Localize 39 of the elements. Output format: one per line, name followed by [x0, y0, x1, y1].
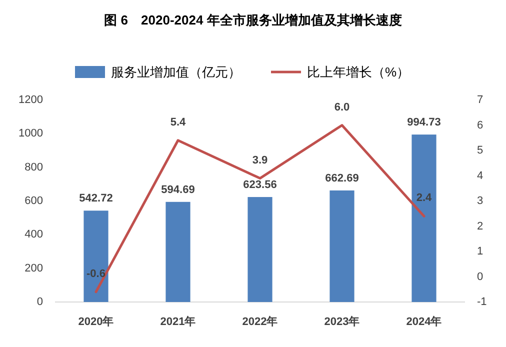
chart-title: 图 6 2020-2024 年全市服务业增加值及其增长速度	[104, 12, 402, 28]
data-label: 542.72	[79, 192, 113, 205]
y-tick-label: 1200	[18, 94, 43, 106]
data-label: 623.56	[243, 179, 277, 192]
data-label: -0.6	[86, 268, 106, 280]
y2-tick-label: 6	[477, 119, 484, 132]
y-tick-label: 0	[36, 296, 43, 308]
data-label: 3.9	[252, 154, 268, 166]
data-label: 662.69	[325, 172, 359, 184]
x-tick-label: 2022年	[242, 315, 278, 328]
bar	[330, 190, 354, 302]
y2-tick-label: 3	[477, 195, 484, 207]
y2-tick-label: -1	[477, 296, 487, 308]
y2-tick-label: 2	[477, 220, 484, 232]
bar	[84, 210, 108, 302]
x-tick-label: 2020年	[78, 315, 114, 328]
y-tick-label: 600	[24, 195, 43, 207]
y2-tick-label: 1	[477, 246, 484, 258]
bar	[412, 134, 436, 302]
y2-tick-label: 7	[477, 94, 484, 106]
y-tick-label: 200	[24, 262, 43, 274]
data-label: 594.69	[161, 184, 195, 196]
y-tick-label: 800	[24, 161, 43, 174]
data-label: 2.4	[416, 192, 433, 204]
x-tick-label: 2024年	[406, 315, 442, 328]
legend-label: 比上年增长（%）	[307, 64, 410, 80]
x-tick-label: 2023年	[324, 315, 360, 328]
legend-label: 服务业增加值（亿元）	[111, 64, 241, 80]
bar	[248, 197, 272, 302]
bar	[166, 202, 190, 302]
data-label: 994.73	[407, 116, 441, 129]
y-tick-label: 400	[24, 228, 43, 241]
data-label: 5.4	[170, 116, 187, 128]
x-tick-label: 2021年	[160, 315, 196, 328]
y-tick-label: 1000	[18, 128, 43, 140]
y2-tick-label: 4	[477, 170, 484, 182]
data-label: 6.0	[334, 101, 350, 114]
y2-tick-label: 0	[477, 270, 484, 283]
y2-tick-label: 5	[477, 144, 484, 156]
